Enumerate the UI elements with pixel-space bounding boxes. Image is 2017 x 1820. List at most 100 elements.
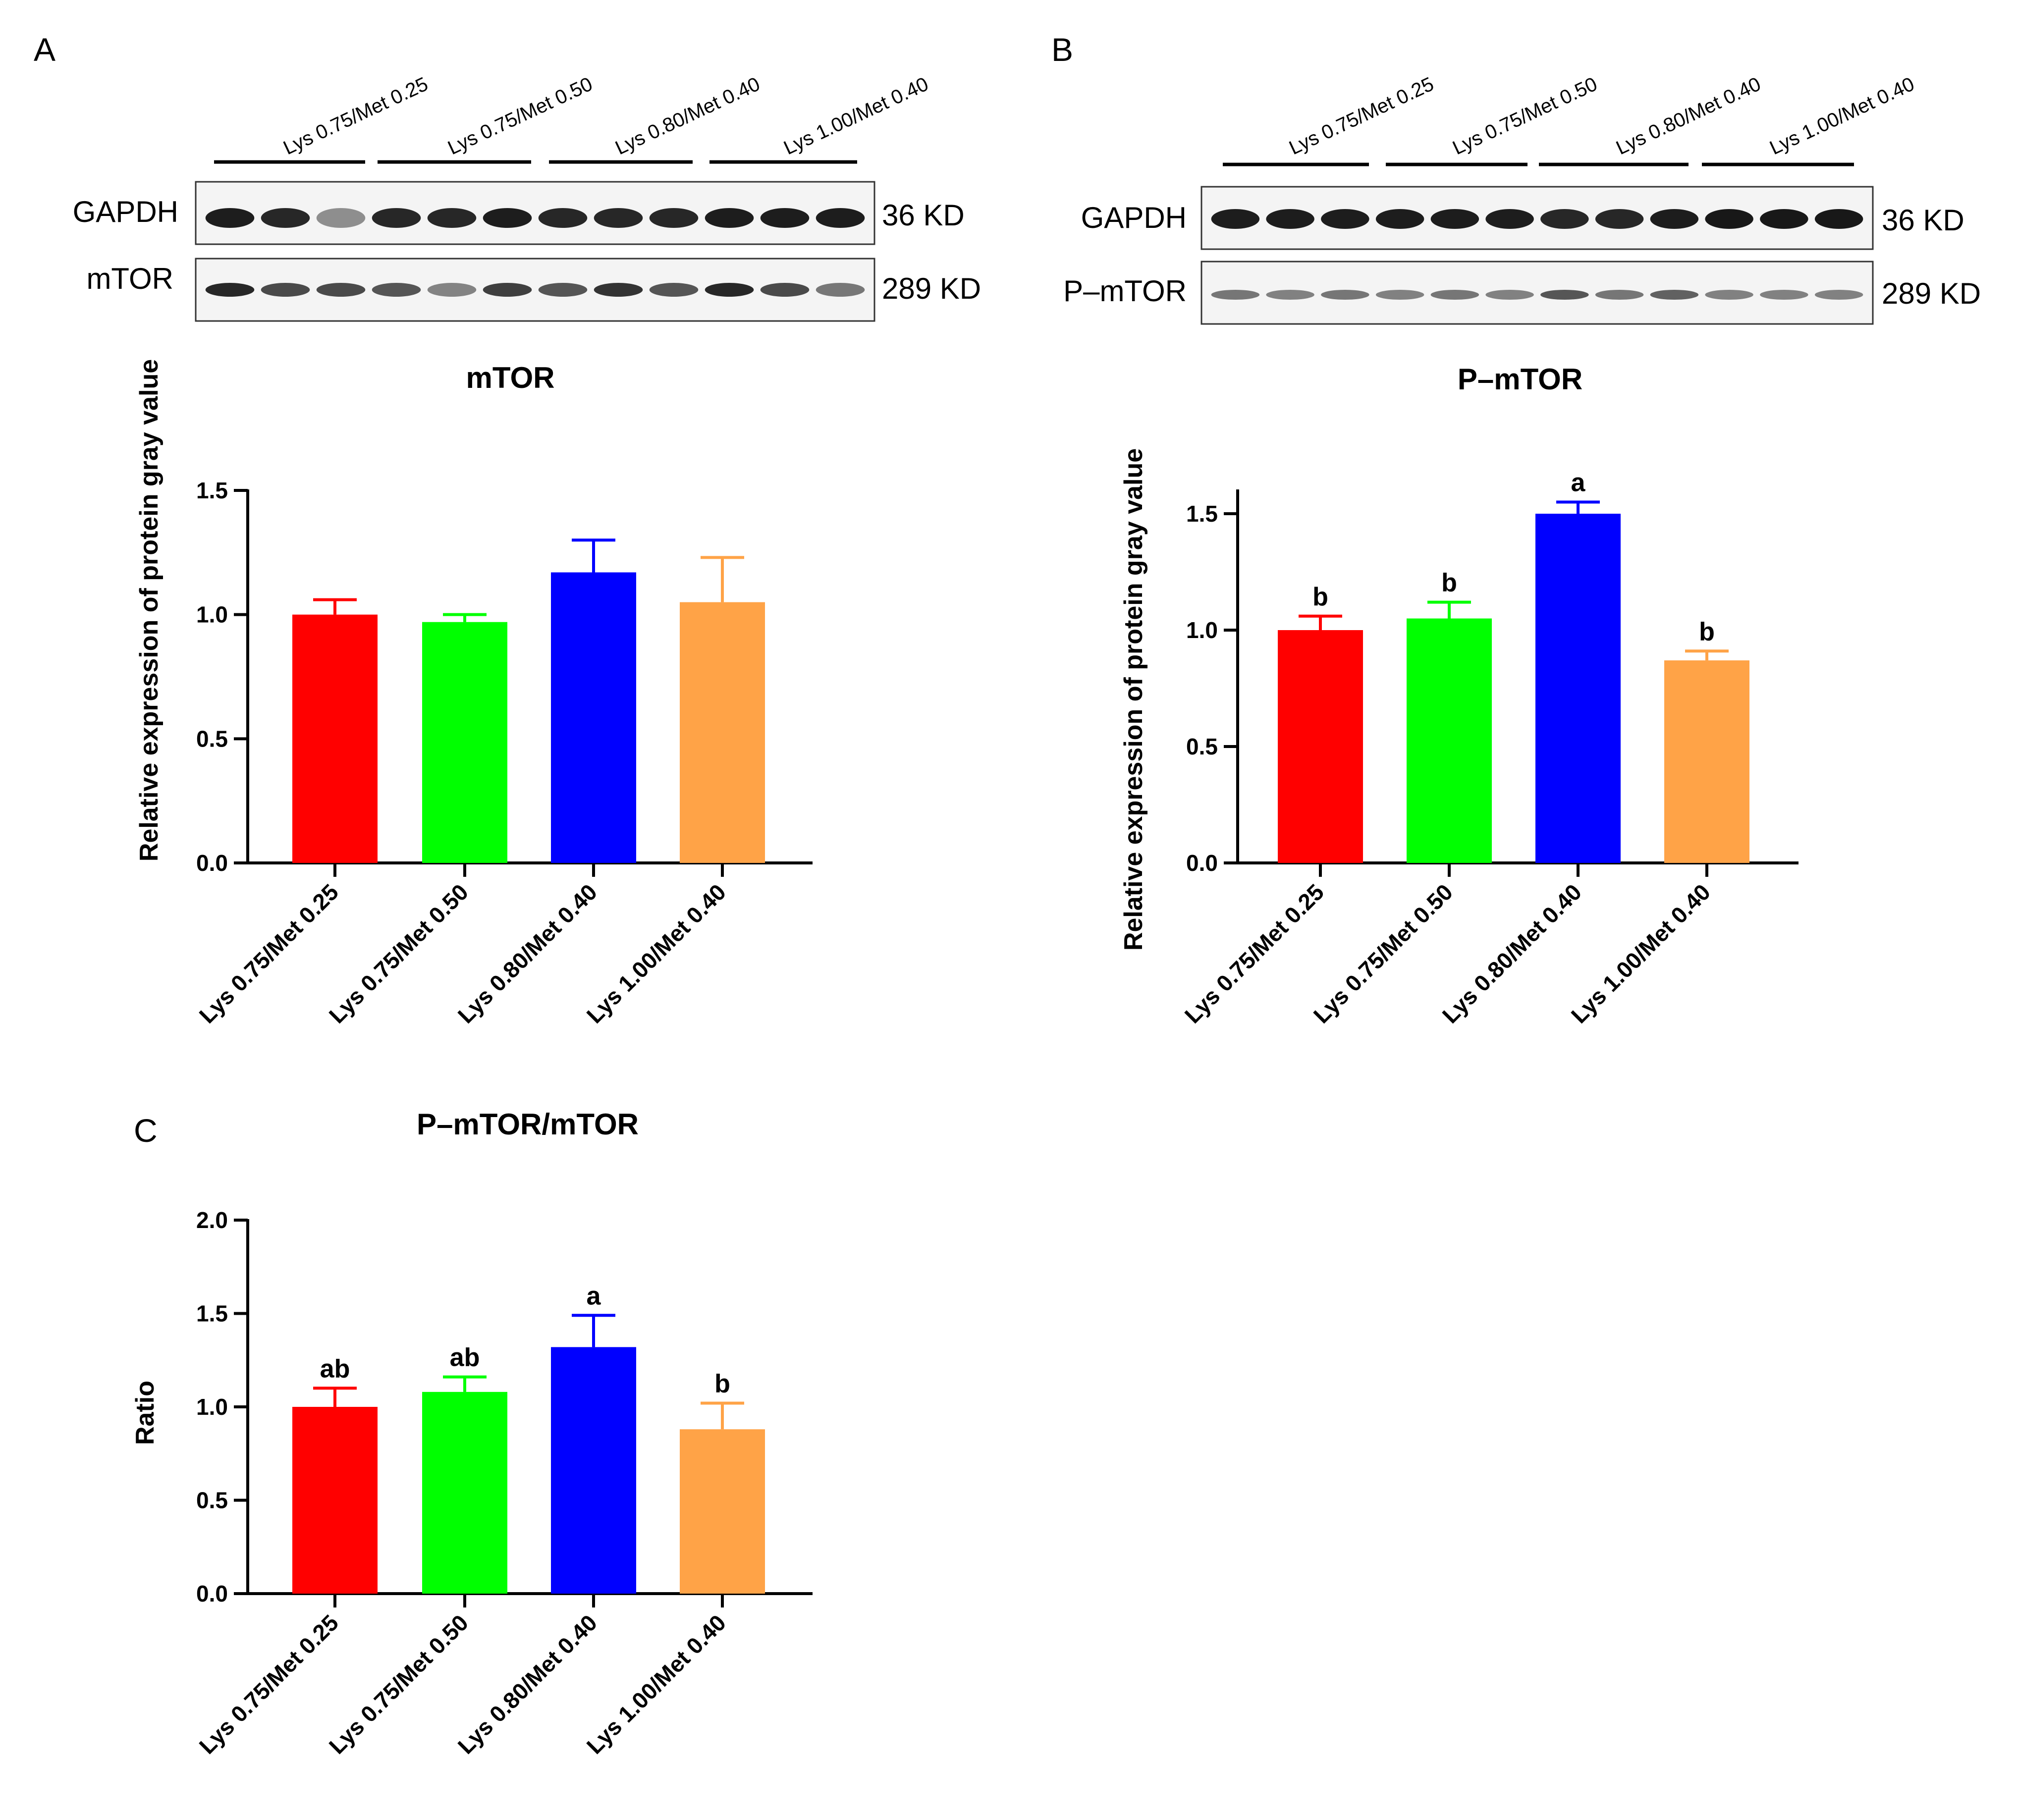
blot-a-row-2-band-3 <box>316 283 366 297</box>
blot-b-row-1-band-6 <box>1485 209 1534 229</box>
p-mtor-significance-1: b <box>1312 583 1328 611</box>
mtor-x-tick-label-4: Lys 1.00/Met 0.40 <box>582 879 731 1028</box>
blot-a-group-label-3: Lys 0.80/Met 0.40 <box>612 73 763 160</box>
mtor-bar-2 <box>422 622 507 863</box>
ratio-significance-1: ab <box>320 1354 350 1383</box>
mtor-bar-1 <box>292 614 378 863</box>
blot-a-group-label-1: Lys 0.75/Met 0.25 <box>280 73 431 160</box>
mtor-y-tick-label: 0.5 <box>196 726 228 751</box>
blot-a-row-2-band-1 <box>205 283 255 297</box>
ratio-y-tick-label: 1.5 <box>196 1301 228 1327</box>
mtor-y-tick-label: 0.0 <box>196 850 228 876</box>
p-mtor-x-tick-label-1: Lys 0.75/Met 0.25 <box>1180 879 1329 1028</box>
p-mtor-chart-title: P–mTOR <box>1458 363 1582 396</box>
blot-b-row-1-band-3 <box>1321 209 1369 229</box>
mtor-x-tick-label-3: Lys 0.80/Met 0.40 <box>453 879 602 1028</box>
blot-a-row-1-band-2 <box>261 208 310 228</box>
blot-b-row-1-band-10 <box>1705 209 1753 229</box>
ratio-y-axis-label: Ratio <box>131 1381 160 1445</box>
blot-b-group-label-3: Lys 0.80/Met 0.40 <box>1613 73 1764 160</box>
blot-a-row-2-band-10 <box>705 283 754 297</box>
ratio-significance-4: b <box>714 1369 730 1398</box>
mtor-bar-3 <box>551 572 636 863</box>
ratio-y-tick-label: 1.0 <box>196 1394 228 1420</box>
blot-a-row-1-band-12 <box>816 208 865 228</box>
blot-a-row-1-band-11 <box>760 208 810 228</box>
panel-letter-a: A <box>34 31 55 68</box>
blot-b-row-2-frame <box>1200 261 1874 325</box>
blot-a-row-1-band-8 <box>594 208 643 228</box>
ratio-x-tick-label-2: Lys 0.75/Met 0.50 <box>324 1609 473 1759</box>
blot-a-row-2-band-7 <box>538 283 588 297</box>
blot-b-row-2-band-12 <box>1814 290 1863 300</box>
blot-b-group-label-2: Lys 0.75/Met 0.50 <box>1449 73 1600 160</box>
blot-b-row-2-band-4 <box>1375 290 1424 300</box>
ratio-bar-3 <box>551 1347 636 1594</box>
blot-a-row-2-band-11 <box>760 283 810 297</box>
blot-b-row-1-bands <box>1211 209 1863 229</box>
blot-b-row-1-band-8 <box>1595 209 1644 229</box>
blot-a-row-2-band-5 <box>427 283 477 297</box>
p-mtor-bar-4 <box>1664 660 1749 863</box>
blot-a-row-1-band-7 <box>538 208 588 228</box>
ratio-x-tick-label-3: Lys 0.80/Met 0.40 <box>453 1609 602 1759</box>
blot-a-row-2-band-12 <box>816 283 865 297</box>
blot-b-row-2-name: P–mTOR <box>1063 274 1187 308</box>
blot-a-row-1-band-5 <box>427 208 477 228</box>
ratio-y-tick-label: 2.0 <box>196 1207 228 1233</box>
blot-b-row-1-band-11 <box>1760 209 1808 229</box>
p-mtor-bar-3 <box>1535 514 1621 863</box>
blot-a-row-2-name: mTOR <box>86 262 173 295</box>
blot-b-row-2-band-9 <box>1650 290 1699 300</box>
ratio-x-tick-label-1: Lys 0.75/Met 0.25 <box>194 1609 343 1759</box>
ratio-bar-2 <box>422 1392 507 1594</box>
chart-p-mtor: P–mTOR Relative expression of protein gra… <box>1119 363 1799 1028</box>
ratio-significance-2: ab <box>450 1343 480 1372</box>
blot-a-row-1-band-1 <box>205 208 255 228</box>
blot-a-row-2-band-6 <box>483 283 532 297</box>
p-mtor-y-tick-label: 1.5 <box>1186 501 1218 527</box>
blot-b-row-2-band-7 <box>1540 290 1589 300</box>
blot-a-row-1-band-9 <box>649 208 699 228</box>
blot-b-row-1-band-2 <box>1266 209 1314 229</box>
blot-a-row-2-bands <box>205 283 865 297</box>
blot-b-group-label-1: Lys 0.75/Met 0.25 <box>1286 73 1437 160</box>
ratio-chart-title: P–mTOR/mTOR <box>417 1108 639 1141</box>
blot-a-row-1-band-6 <box>483 208 532 228</box>
blot-b-row-2-band-3 <box>1321 290 1369 300</box>
blot-a-row-1-bands <box>205 208 865 228</box>
p-mtor-bar-1 <box>1278 630 1363 863</box>
blot-b-row-1-band-9 <box>1650 209 1699 229</box>
blot-b-row-2-band-2 <box>1266 290 1314 300</box>
p-mtor-significance-3: a <box>1571 469 1586 497</box>
blot-a-row-2-band-4 <box>372 283 421 297</box>
p-mtor-y-tick-label: 1.0 <box>1186 617 1218 643</box>
blot-a-row-1-band-4 <box>372 208 421 228</box>
blot-b-row-2-band-8 <box>1595 290 1644 300</box>
p-mtor-x-tick-label-4: Lys 1.00/Met 0.40 <box>1566 879 1715 1028</box>
blot-b: Lys 0.75/Met 0.25 Lys 0.75/Met 0.50 Lys … <box>1063 73 1981 325</box>
blot-a-row-2-band-2 <box>261 283 310 297</box>
mtor-y-tick-label: 1.0 <box>196 602 228 628</box>
blot-a-group-label-2: Lys 0.75/Met 0.50 <box>444 73 596 160</box>
blot-a: Lys 0.75/Met 0.25 Lys 0.75/Met 0.50 Lys … <box>73 73 981 322</box>
ratio-bar-1 <box>292 1407 378 1594</box>
blot-a-row-1-name: GAPDH <box>73 195 178 228</box>
p-mtor-x-tick-label-3: Lys 0.80/Met 0.40 <box>1437 879 1586 1028</box>
blot-b-row-2-band-10 <box>1705 290 1753 300</box>
blot-a-row-1-band-10 <box>705 208 754 228</box>
blot-a-row-1-band-3 <box>316 208 366 228</box>
blot-b-row-2-band-1 <box>1211 290 1260 300</box>
mtor-bar-4 <box>680 602 765 863</box>
mtor-chart-title: mTOR <box>466 361 555 394</box>
blot-b-row-1-band-12 <box>1814 209 1863 229</box>
ratio-y-tick-label: 0.5 <box>196 1488 228 1513</box>
blot-b-row-2-band-6 <box>1485 290 1534 300</box>
blot-b-row-1-band-5 <box>1430 209 1479 229</box>
p-mtor-bar-2 <box>1407 618 1492 863</box>
ratio-y-tick-label: 0.0 <box>196 1581 228 1606</box>
blot-b-row-1-name: GAPDH <box>1081 201 1187 234</box>
p-mtor-y-axis-label: Relative expression of protein gray valu… <box>1119 448 1148 951</box>
blot-b-row-1-band-1 <box>1211 209 1260 229</box>
